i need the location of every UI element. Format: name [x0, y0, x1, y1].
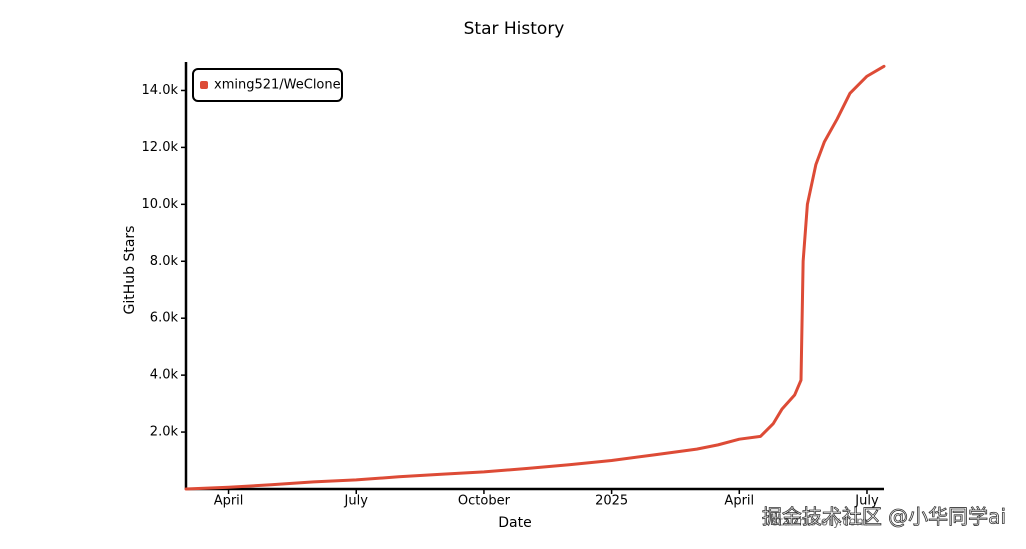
- x-tick-label: October: [458, 494, 511, 509]
- y-tick-label: 4.0k: [150, 368, 179, 383]
- y-tick-label: 14.0k: [142, 83, 179, 98]
- y-tick-label: 12.0k: [142, 140, 179, 155]
- chart-title: Star History: [464, 19, 565, 39]
- line: [184, 64, 886, 491]
- x-tick-label: July: [854, 494, 879, 509]
- legend-box: [192, 68, 343, 102]
- x-axis-label: Date: [498, 515, 531, 531]
- y-tick-label: 6.0k: [150, 311, 179, 326]
- legend-swatch: [200, 81, 208, 89]
- y-tick-label: 2.0k: [150, 425, 179, 440]
- y-tick-label: 10.0k: [142, 197, 179, 212]
- x-tick-label: April: [214, 494, 244, 509]
- x-tick-label: 2025: [595, 494, 628, 509]
- watermark: 掘金技术社区 @小华同学ai: [762, 505, 1006, 529]
- x-tick-label: July: [344, 494, 369, 509]
- legend-label: xming521/WeClone: [214, 78, 341, 93]
- y-axis-label: GitHub Stars: [122, 226, 138, 315]
- y-tick-label: 8.0k: [150, 254, 179, 269]
- x-tick-label: April: [724, 494, 754, 509]
- source-text: star-history.com: [772, 515, 868, 529]
